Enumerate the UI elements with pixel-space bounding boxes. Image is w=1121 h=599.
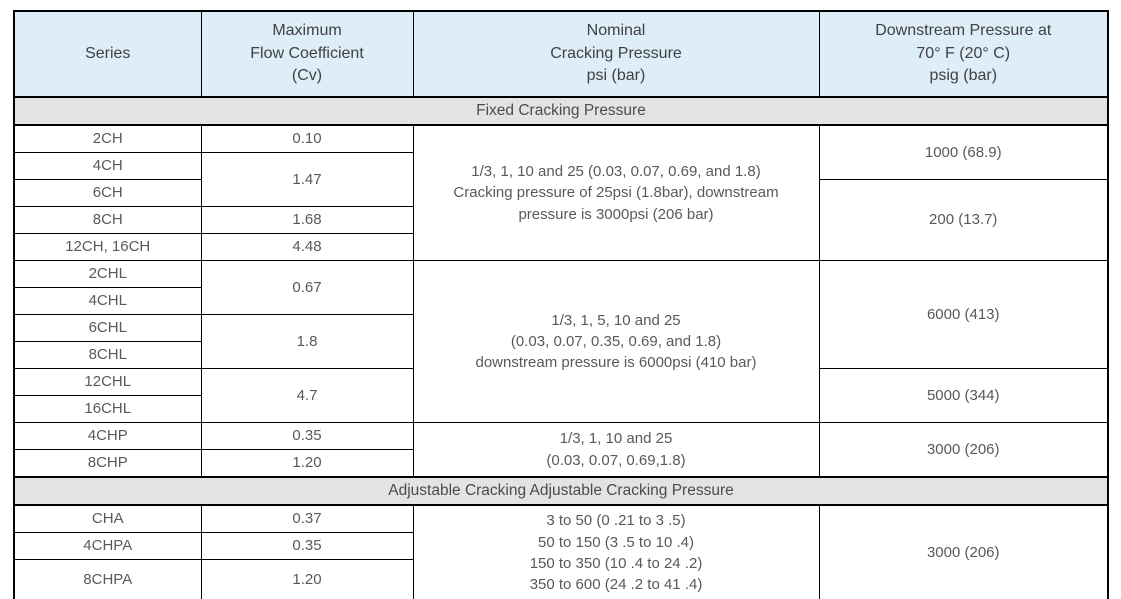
downstream-cell: 1000 (68.9) [818, 124, 1109, 180]
series-cell: 2CH [13, 124, 202, 153]
cv-cell: 0.35 [200, 422, 414, 450]
table-row: 4CH 1.47 [13, 152, 1108, 207]
header-series: Series [13, 10, 202, 98]
table-row: 6CH 200 (13.7) [13, 179, 1109, 261]
nominal-cell: 1/3, 1, 5, 10 and 25 (0.03, 0.07, 0.35, … [412, 260, 820, 423]
downstream-cell: 6000 (413) [818, 260, 1109, 369]
table-row: 16CHL [13, 395, 1108, 423]
series-cell: 8CHPA [13, 559, 202, 599]
header-row: Series Maximum Flow Coefficient (Cv) Nom… [13, 10, 1109, 98]
series-cell: 4CHPA [13, 532, 202, 560]
series-cell: 12CHL [13, 368, 202, 396]
series-cell: 4CHL [13, 287, 202, 315]
series-cell: CHA [13, 504, 202, 533]
table-row: 4CHPA 0.35 [13, 532, 1108, 560]
table-row: 8CH 1.68 [13, 206, 1108, 234]
series-cell: 4CH [13, 152, 202, 180]
cv-cell: 1.68 [200, 206, 414, 234]
table-row: 8CHP 1.20 [13, 449, 1108, 478]
cv-cell: 0.10 [200, 124, 414, 153]
nominal-cell: 1/3, 1, 10 and 25 (0.03, 0.07, 0.69, and… [412, 124, 820, 261]
cv-cell: 4.7 [200, 368, 414, 423]
downstream-cell: 3000 (206) [818, 504, 1109, 599]
header-flow-coefficient: Maximum Flow Coefficient (Cv) [200, 10, 414, 98]
table-row: 6CHL 1.8 [13, 314, 1108, 369]
cv-cell: 1.20 [200, 449, 414, 478]
section-header-adjustable: Adjustable Cracking Adjustable Cracking … [13, 476, 1109, 506]
series-cell: 8CHL [13, 341, 202, 369]
check-valve-spec-table: Series Maximum Flow Coefficient (Cv) Nom… [13, 10, 1109, 599]
section-row-fixed: Fixed Cracking Pressure [13, 96, 1109, 126]
section-row-adjustable: Adjustable Cracking Adjustable Cracking … [13, 476, 1109, 506]
series-cell: 8CH [13, 206, 202, 234]
cv-cell: 0.67 [200, 260, 414, 315]
table-row: 8CHPA 1.20 [13, 559, 1108, 599]
header-nominal-cracking-pressure: Nominal Cracking Pressure psi (bar) [412, 10, 820, 98]
downstream-cell: 5000 (344) [818, 368, 1109, 423]
section-header-fixed: Fixed Cracking Pressure [13, 96, 1109, 126]
nominal-cell: 1/3, 1, 10 and 25 (0.03, 0.07, 0.69,1.8) [412, 422, 820, 478]
downstream-cell: 200 (13.7) [818, 179, 1109, 261]
table-row: 2CHL 0.67 1/3, 1, 5, 10 and 25 (0.03, 0.… [13, 260, 1109, 423]
series-cell: 4CHP [13, 422, 202, 450]
series-cell: 8CHP [13, 449, 202, 478]
cv-cell: 0.35 [200, 532, 414, 560]
series-cell: 6CHL [13, 314, 202, 342]
table-row: 2CH 0.10 1/3, 1, 10 and 25 (0.03, 0.07, … [13, 124, 1109, 261]
table-row: 12CH, 16CH 4.48 [13, 233, 1108, 261]
cv-cell: 1.47 [200, 152, 414, 207]
table-row: 4CHP 0.35 1/3, 1, 10 and 25 (0.03, 0.07,… [13, 422, 1109, 478]
series-cell: 12CH, 16CH [13, 233, 202, 261]
series-cell: 6CH [13, 179, 202, 207]
table-row: CHA 0.37 3 to 50 (0 .21 to 3 .5) 50 to 1… [13, 504, 1109, 599]
nominal-cell: 3 to 50 (0 .21 to 3 .5) 50 to 150 (3 .5 … [412, 504, 820, 599]
cv-cell: 1.20 [200, 559, 414, 599]
cv-cell: 0.37 [200, 504, 414, 533]
series-cell: 16CHL [13, 395, 202, 423]
header-downstream-pressure: Downstream Pressure at 70° F (20° C) psi… [818, 10, 1109, 98]
cv-cell: 4.48 [200, 233, 414, 261]
cv-cell: 1.8 [200, 314, 414, 369]
table-row: 12CHL 4.7 5000 (344) [13, 368, 1109, 423]
downstream-cell: 3000 (206) [818, 422, 1109, 478]
series-cell: 2CHL [13, 260, 202, 288]
